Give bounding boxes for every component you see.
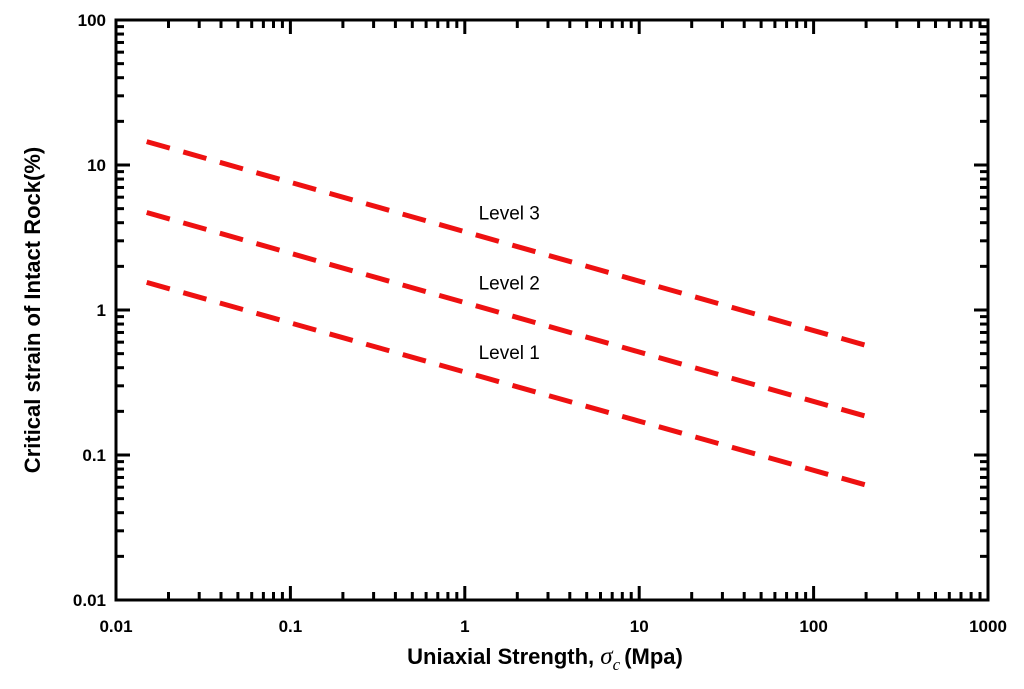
y-tick-label: 10 (87, 156, 106, 175)
y-tick-labels: 0.01 0.1 1 10 100 (73, 11, 106, 610)
series-line-3 (146, 279, 867, 488)
series-line-2 (146, 210, 867, 419)
y-tick-label: 1 (97, 301, 106, 320)
x-axis-unit: (Mpa) (624, 644, 683, 669)
x-tick-label: 0.1 (279, 617, 303, 636)
plot-frame (114, 18, 990, 602)
x-tick-label: 10 (630, 617, 649, 636)
series-lines (146, 139, 867, 488)
sigma-symbol: σ (600, 643, 614, 670)
annotations: Level 3 Level 2 Level 1 (479, 204, 540, 364)
y-tick-label: 100 (78, 11, 106, 30)
x-axis-label-text: Uniaxial Strength, (407, 644, 600, 669)
major-ticks (114, 18, 990, 602)
y-axis-label: Critical strain of Intact Rock(%) (20, 147, 45, 473)
sigma-subscript: c (613, 655, 621, 674)
series-line-1 (146, 139, 867, 348)
annotation-label: Level 3 (479, 204, 540, 225)
annotation-label: Level 2 (479, 274, 540, 295)
x-tick-label: 1 (460, 617, 469, 636)
y-tick-label: 0.01 (73, 591, 106, 610)
x-tick-labels: 0.01 0.1 1 10 100 1000 (99, 617, 1006, 636)
x-tick-label: 0.01 (99, 617, 132, 636)
minor-ticks (116, 20, 988, 600)
y-tick-label: 0.1 (82, 446, 106, 465)
annotation-label: Level 1 (479, 343, 540, 364)
x-axis-label: Uniaxial Strength, σc (Mpa) (407, 643, 683, 674)
x-tick-label: 100 (799, 617, 827, 636)
x-tick-label: 1000 (969, 617, 1007, 636)
